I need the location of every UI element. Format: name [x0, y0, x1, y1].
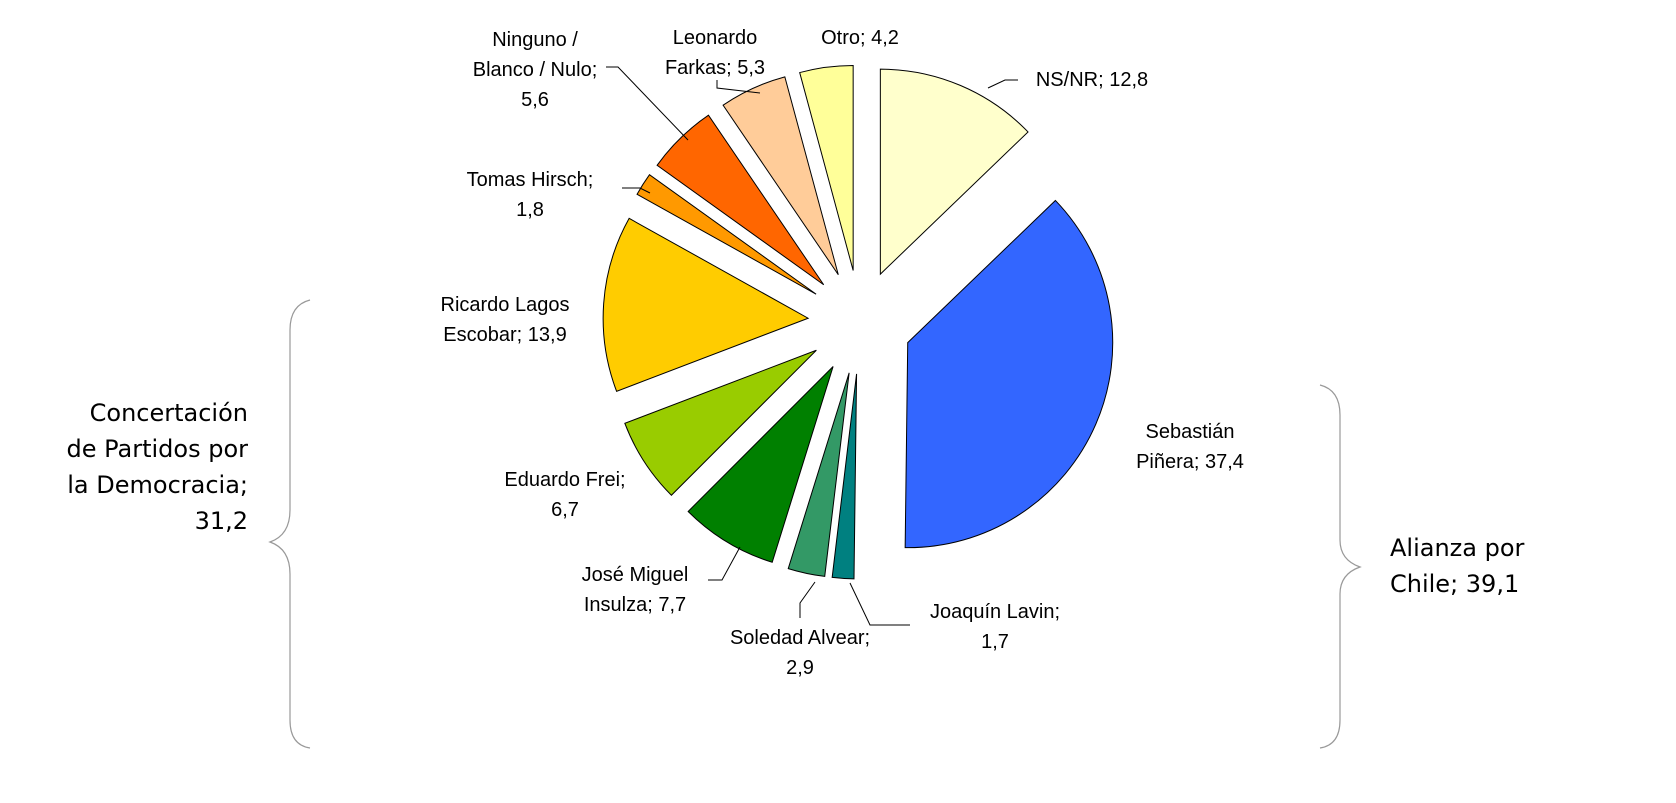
brace	[268, 299, 311, 749]
value-label: 1,7	[981, 631, 1009, 653]
leader-line	[622, 187, 651, 194]
category-label: Leonardo Farkas;	[664, 27, 758, 79]
pie-slice	[656, 114, 825, 286]
annotation-line: Alianza por	[1390, 534, 1525, 562]
data-label: Sebastián Piñera; 37,4	[1125, 417, 1255, 477]
annotation: Concertación de Partidos por la Democracia…	[66, 395, 248, 539]
category-label: Joaquín Lavin;	[929, 601, 1061, 623]
brace	[1319, 384, 1362, 749]
value-label: 13,9	[527, 324, 567, 346]
pie-slice	[624, 349, 817, 496]
annotation-line: Chile; 39,1	[1390, 570, 1520, 598]
value-label: 12,8	[1109, 69, 1149, 91]
annotation: Alianza por Chile; 39,1	[1390, 530, 1524, 602]
value-label: 5,3	[737, 57, 766, 79]
category-label: Eduardo Frei;	[504, 469, 626, 491]
annotation-line: de Partidos por	[66, 435, 248, 463]
pie-slice	[787, 372, 850, 577]
category-label: Soledad Alvear;	[729, 627, 871, 649]
data-label: Ninguno / Blanco / Nulo; 5,6	[465, 25, 605, 115]
category-label: Ricardo Lagos Escobar;	[440, 294, 570, 346]
category-label: Sebastián Piñera;	[1136, 421, 1235, 473]
category-label: Otro;	[821, 27, 866, 49]
annotation-line: Concertación	[89, 399, 248, 427]
data-label: Otro; 4,2	[821, 23, 899, 53]
leader-line	[799, 581, 816, 618]
value-label: 5,6	[521, 89, 549, 111]
pie-slice	[799, 64, 854, 271]
value-label: 2,9	[786, 657, 814, 679]
data-label: José Miguel Insulza; 7,7	[560, 560, 710, 620]
leader-line	[708, 546, 741, 581]
annotation-line: 31,2	[194, 507, 248, 535]
pie-slice	[687, 366, 834, 563]
leader-line	[849, 582, 910, 626]
value-label: 4,2	[871, 27, 899, 49]
data-label: Ricardo Lagos Escobar; 13,9	[435, 290, 575, 350]
value-label: 6,7	[551, 499, 579, 521]
value-label: 7,7	[658, 594, 687, 616]
value-label: 1,8	[516, 199, 544, 221]
category-label: José Miguel Insulza;	[581, 564, 689, 616]
data-label: Eduardo Frei; 6,7	[504, 465, 625, 525]
category-label: Ninguno / Blanco / Nulo;	[472, 29, 598, 81]
leader-line	[606, 66, 689, 141]
leader-line	[716, 80, 761, 94]
value-label: 37,4	[1205, 451, 1244, 473]
leader-line	[987, 79, 1018, 89]
category-label: NS/NR;	[1035, 69, 1104, 91]
data-label: Joaquín Lavin; 1,7	[930, 597, 1060, 657]
category-label: Tomas Hirsch;	[466, 169, 594, 191]
data-label: Tomas Hirsch; 1,8	[467, 165, 594, 225]
pie-slice	[831, 373, 858, 580]
data-label: Soledad Alvear; 2,9	[730, 623, 870, 683]
pie-slice	[879, 68, 1029, 276]
pie-slice	[722, 76, 839, 276]
pie-slice	[904, 199, 1114, 549]
pie-slice	[602, 217, 810, 392]
data-label: NS/NR; 12,8	[1036, 65, 1148, 95]
data-label: Leonardo Farkas; 5,3	[655, 23, 775, 83]
pie-slice	[636, 173, 817, 295]
annotation-line: la Democracia;	[67, 471, 248, 499]
